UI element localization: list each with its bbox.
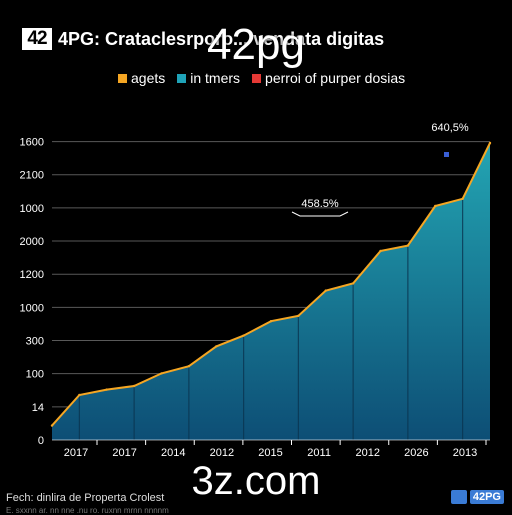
footer-logo-text: 42PG	[469, 490, 504, 504]
chart-legend: agets in tmers perroi of purper dosias	[118, 69, 417, 87]
x-tick-label: 2017	[64, 447, 88, 459]
watermark-bottom: 3z.com	[191, 459, 321, 503]
legend-label: agets	[131, 70, 166, 86]
source-note: Fech: dinlira de Properta Crolest	[6, 492, 165, 504]
y-tick-label: 0	[38, 435, 44, 447]
x-tick-label: 2014	[161, 447, 185, 459]
data-point	[379, 249, 382, 253]
data-point	[215, 345, 218, 348]
data-point	[132, 384, 136, 388]
source-note-small: E. sxxnn ar. nn nne .nu ro. ruxnn mrnn n…	[6, 506, 169, 515]
data-point	[50, 424, 54, 427]
x-tick-label: 2013	[453, 447, 477, 459]
data-point	[269, 320, 273, 323]
data-point	[242, 334, 245, 337]
y-tick-label: 300	[26, 336, 44, 348]
data-point	[488, 141, 492, 145]
legend-label: in tmers	[190, 70, 241, 86]
footer-logo: 42PG	[450, 490, 504, 504]
x-tick-label: 2026	[404, 447, 428, 459]
x-tick-label: 2012	[356, 447, 380, 459]
data-point	[187, 365, 191, 368]
x-tick-label: 2011	[307, 447, 331, 459]
y-tick-label: 14	[32, 402, 44, 414]
square-swatch-icon	[177, 73, 187, 83]
watermark-top: 42pg	[207, 20, 305, 69]
data-point	[406, 244, 410, 247]
y-tick-label: 1000	[20, 302, 44, 314]
data-point	[160, 372, 163, 375]
legend-label: perroi of purper dosias	[265, 70, 406, 86]
x-tick-label: 2017	[112, 447, 136, 459]
data-point	[324, 289, 327, 292]
data-point	[434, 204, 437, 208]
legend-item-in-tmers: in tmers	[177, 69, 240, 87]
x-tick-label: 2015	[258, 447, 282, 459]
square-swatch-icon	[118, 73, 127, 83]
y-tick-label: 1600	[20, 137, 44, 149]
chart-header: 42 4PG: Crataclesrporo... vendata digita…	[0, 0, 512, 100]
x-tick-label: 2012	[210, 447, 234, 459]
data-point	[351, 282, 355, 285]
logo-mark-icon	[450, 490, 467, 504]
y-tick-label: 2000	[20, 236, 44, 248]
legend-item-agets: agets	[118, 69, 165, 87]
data-point	[461, 197, 464, 200]
y-tick-label: 2100	[20, 170, 44, 182]
data-point	[78, 393, 81, 397]
legend-item-perroi: perroi of purper dosias	[252, 69, 405, 87]
annotation-label: 458.5%	[301, 198, 339, 210]
data-point	[105, 388, 108, 391]
data-point	[297, 314, 300, 317]
y-tick-label: 1000	[20, 203, 44, 215]
brand-logo: 42	[22, 28, 52, 50]
annotation-marker	[444, 152, 449, 157]
y-tick-label: 100	[26, 369, 44, 381]
square-swatch-icon	[252, 73, 262, 83]
y-tick-label: 1200	[20, 269, 44, 281]
annotation-label: 640,5%	[431, 122, 469, 134]
area-fill	[52, 143, 490, 440]
chart-title: 4PG: Crataclesrporo... vendata digitas	[58, 29, 385, 49]
annotation-bracket	[291, 211, 349, 217]
